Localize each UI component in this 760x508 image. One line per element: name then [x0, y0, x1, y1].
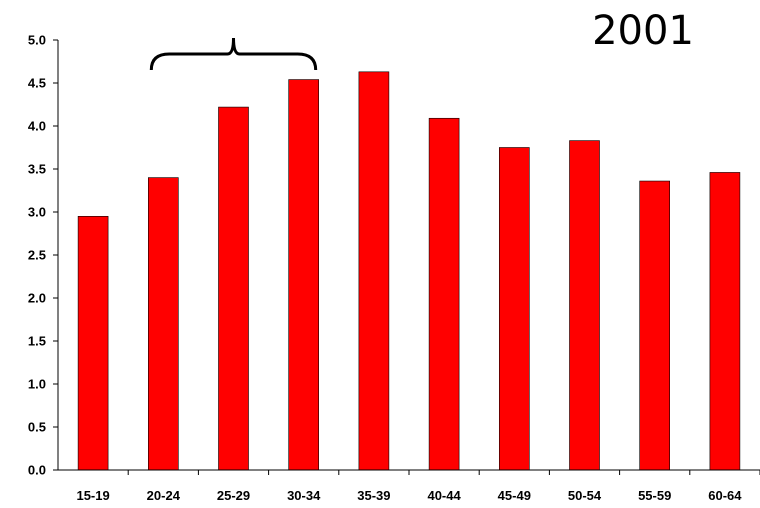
bar-20-24 [148, 177, 179, 471]
chart-title: 2001 [592, 8, 694, 54]
bars [77, 71, 741, 471]
y-tick-label: 1.0 [28, 377, 46, 392]
x-axis-ticks: 15-19 20-24 25-29 30-34 35-39 40-44 45-49 50-54… [76, 470, 760, 503]
x-tick-label-60-64: 60-64 [708, 488, 742, 503]
y-tick-label: 3.0 [28, 205, 46, 220]
x-tick-label-35-39: 35-39 [357, 488, 390, 503]
x-tick-label-30-34: 30-34 [287, 488, 321, 503]
x-tick-label-15-19: 15-19 [76, 488, 109, 503]
bar-60-64 [709, 172, 741, 471]
bar-15-19 [77, 216, 109, 471]
bar-40-44 [428, 117, 460, 471]
bar-45-49 [498, 147, 530, 471]
y-tick-label: 4.5 [28, 76, 46, 91]
y-tick-label: 4.0 [28, 119, 46, 134]
bar-55-59 [639, 180, 671, 471]
bar-35-39 [358, 71, 390, 471]
x-tick-label-20-24: 20-24 [147, 488, 181, 503]
x-tick-label-45-49: 45-49 [498, 488, 531, 503]
bar-30-34 [288, 79, 320, 471]
y-tick-label: 5.0 [28, 33, 46, 48]
x-tick-label-25-29: 25-29 [217, 488, 250, 503]
x-tick-label-40-44: 40-44 [427, 488, 461, 503]
y-tick-label: 0.5 [28, 420, 46, 435]
bar-50-54 [569, 140, 600, 471]
y-tick-label: 2.5 [28, 248, 46, 263]
y-tick-label: 3.5 [28, 162, 46, 177]
y-tick-label: 1.5 [28, 334, 46, 349]
y-tick-label: 2.0 [28, 291, 46, 306]
x-tick-label-50-54: 50-54 [568, 488, 602, 503]
x-tick-label-55-59: 55-59 [638, 488, 671, 503]
y-axis-ticks: 0.0 0.5 1.0 1.5 2.0 2.5 3.0 3.5 4.0 4.5 5.0 [28, 33, 58, 478]
curly-brace-annotation [149, 37, 318, 71]
y-tick-label: 0.0 [28, 463, 46, 478]
bar-25-29 [218, 106, 249, 471]
